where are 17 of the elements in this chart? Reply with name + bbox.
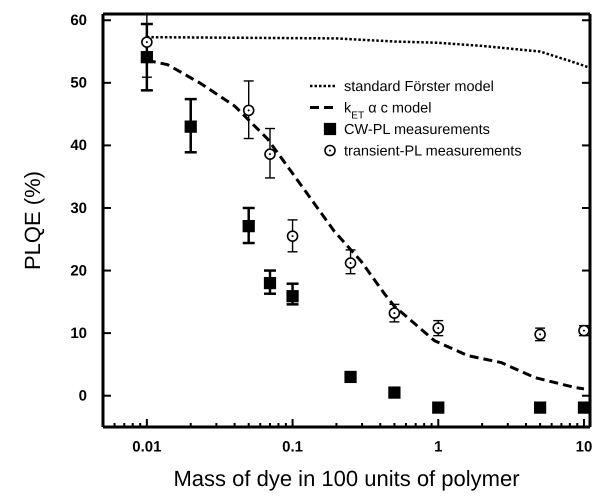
- x-tick-label: 0.01: [132, 438, 162, 456]
- x-tick-label: 10: [576, 438, 592, 456]
- legend-label: CW-PL measurements: [344, 122, 490, 138]
- y-tick-label: 40: [70, 137, 87, 154]
- y-tick-label: 20: [70, 262, 87, 280]
- y-tick-label: 50: [70, 74, 87, 92]
- x-tick-label: 1: [434, 438, 442, 456]
- y-tick-label: 60: [70, 12, 87, 30]
- y-tick-label: 0: [78, 388, 87, 405]
- y-tick-label: 30: [70, 200, 87, 217]
- x-tick-label: 0.1: [282, 438, 303, 456]
- y-tick-label: 10: [70, 324, 87, 342]
- legend-label: k$_{ET}$ α c model: [344, 100, 432, 121]
- legend-label: standard Förster model: [344, 79, 494, 95]
- y-axis-title: PLQE (%): [20, 170, 45, 270]
- legend-label: transient-PL measurements: [344, 144, 522, 160]
- x-axis-title: Mass of dye in 100 units of polymer: [173, 466, 520, 491]
